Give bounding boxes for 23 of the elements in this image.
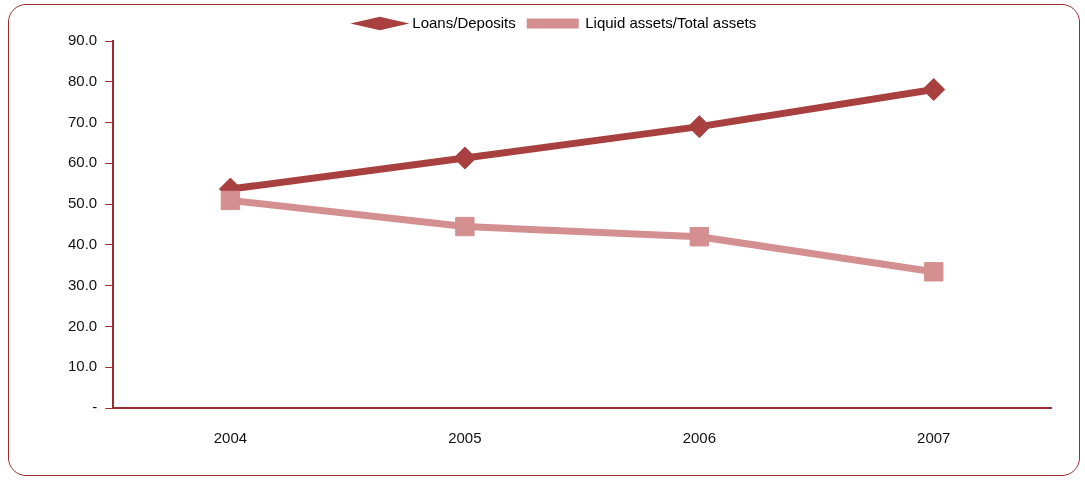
y-tick-label: 50.0 [67, 194, 98, 212]
y-tick-label: 40.0 [67, 235, 98, 253]
y-tick-label: 20.0 [67, 316, 98, 334]
legend-label: Liquid assets/Total assets [585, 13, 757, 31]
point [453, 146, 477, 170]
x-tick-label: 2005 [448, 429, 482, 447]
y-tick-label: 10.0 [67, 357, 98, 375]
x-tick-label: 2007 [917, 429, 951, 447]
point [924, 262, 944, 282]
y-tick-label: 90.0 [67, 31, 98, 49]
y-tick-label: 80.0 [67, 71, 98, 89]
x-tick-label: 2004 [213, 429, 248, 447]
point [922, 78, 946, 102]
point [689, 227, 710, 247]
point [455, 216, 475, 237]
y-tick-label: 60.0 [67, 153, 98, 171]
y-tick-label: - [92, 398, 98, 416]
y-tick-label: 70.0 [67, 112, 98, 130]
x-tick-label: 2006 [682, 429, 717, 447]
point [687, 115, 711, 139]
point [220, 190, 241, 211]
legend-label: Loans/Deposits [412, 13, 516, 31]
y-tick-label: 30.0 [67, 275, 98, 293]
